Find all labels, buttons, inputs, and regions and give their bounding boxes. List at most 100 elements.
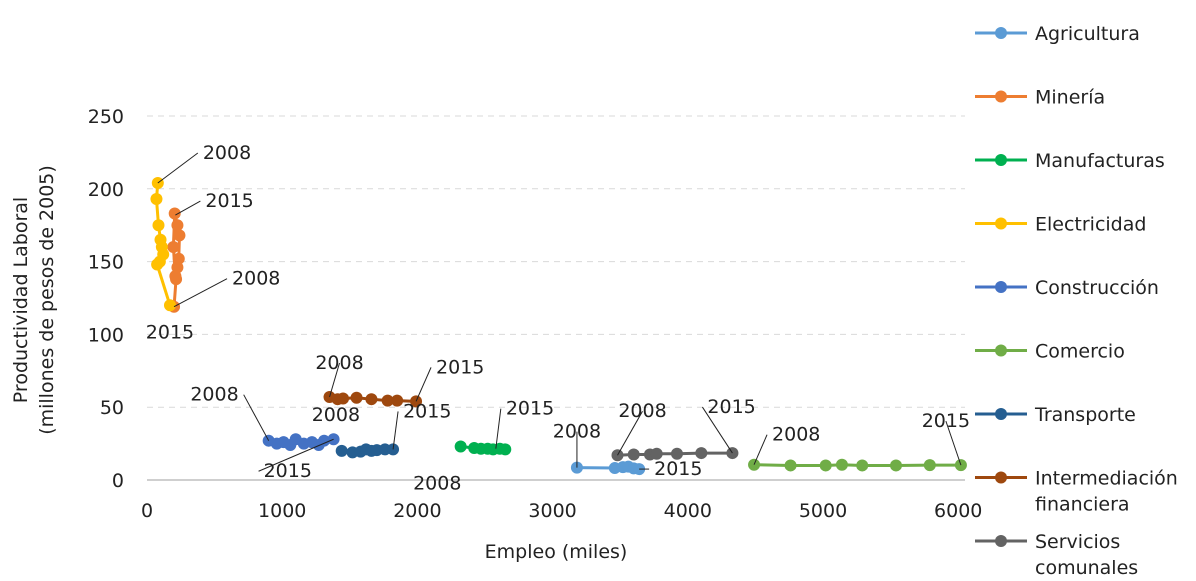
data-point [391,394,404,407]
data-point [172,252,185,265]
annotation-label: 2015 [506,398,554,420]
legend-swatch-marker [995,471,1007,484]
series-agricultura [570,460,646,476]
annotation-label: 2008 [553,421,601,443]
legend-swatch-marker [995,90,1007,103]
annotation-label: 2008 [190,384,238,406]
legend-swatch-marker [995,27,1007,39]
annotation-label: 2015 [922,410,970,432]
data-point [856,459,869,472]
data-point [171,219,184,232]
annotation-leader [173,278,228,308]
series-electricidad [150,176,176,312]
annotation-label: 2015 [264,460,312,482]
legend-label: Comercio [1035,341,1125,363]
data-point [835,458,848,471]
y-tick-label: 150 [88,252,124,274]
data-point [169,270,182,283]
annotation-label: 2015 [146,321,194,343]
annotation-label: 2008 [618,400,666,422]
data-point [499,443,512,456]
annotation-label: 2015 [205,190,253,212]
legend-item: Construcción [975,277,1159,299]
x-axis-title: Empleo (miles) [485,541,628,563]
annotation-leader [243,394,270,441]
data-point [335,444,348,457]
y-tick-label: 50 [100,397,124,419]
data-point [151,258,164,271]
legend-swatch-marker [995,344,1007,357]
annotation-label: 2015 [403,400,451,422]
annotation-leader [415,367,432,402]
x-axis-ticks: 0 1000 2000 3000 4000 5000 6000 [141,500,982,522]
annotation-leader [175,200,201,216]
legend: Agricultura Minería Manufacturas Electricid… [975,23,1178,579]
x-tick-label: 0 [141,500,153,522]
legend-label: Agricultura [1035,23,1140,45]
data-point [167,241,180,254]
legend-label-line: comunales [1035,557,1138,579]
data-point [365,393,378,406]
annotation-label: 2015 [654,458,702,480]
y-axis-title-line1: Productividad Laboral [10,197,32,403]
x-tick-label: 5000 [799,500,847,522]
series-minería [167,207,186,313]
legend-swatch-marker [995,535,1007,547]
annotation-label: 2008 [232,268,280,290]
annotation-leader [753,434,768,465]
series-servicios-comunales [611,447,739,462]
data-point [381,394,394,407]
legend-swatch-marker [995,154,1007,166]
data-point [819,459,832,472]
annotation-label: 2008 [772,424,820,446]
y-tick-label: 250 [88,106,124,128]
legend-item: Servicios comunales [975,531,1138,579]
x-tick-label: 1000 [258,500,306,522]
legend-item: Comercio [975,341,1125,363]
legend-label: Intermediación financiera [1035,468,1178,516]
data-point [670,447,683,460]
legend-item: Agricultura [975,23,1140,45]
legend-label: Electricidad [1035,214,1146,236]
data-point [890,459,903,472]
series-construcción [262,433,340,452]
y-tick-label: 0 [112,470,124,492]
series-transporte [335,443,400,459]
y-axis-title-line2: (millones de pesos de 2005) [36,165,58,435]
annotation-leader [701,406,733,454]
legend-label: Construcción [1035,277,1159,299]
series-comercio [748,458,967,472]
legend-swatch-marker [995,281,1007,293]
y-axis-ticks: 0 50 100 150 200 250 [88,106,124,492]
legend-label: Minería [1035,87,1105,109]
annotation-leader [495,408,502,449]
data-point [784,459,797,472]
legend-item: Minería [975,87,1105,109]
annotation-label: 2008 [203,142,251,164]
legend-label-line: Servicios [1035,531,1120,553]
legend-label-line: financiera [1035,494,1130,516]
annotation-leader [258,438,334,472]
annotation-label: 2008 [315,352,363,374]
data-point [650,447,663,460]
data-point [337,392,350,405]
data-point [923,459,936,472]
gridlines [147,115,965,408]
data-point [318,434,331,447]
series-manufacturas [454,440,512,456]
annotation-label: 2015 [436,356,484,378]
data-point [173,229,186,242]
x-tick-label: 4000 [664,500,712,522]
legend-label-line: Intermediación [1035,468,1178,490]
legend-label: Servicios comunales [1035,531,1138,579]
legend-item: Manufacturas [975,150,1165,172]
data-point [454,440,467,453]
data-point [168,207,181,220]
legend-label: Transporte [1034,404,1136,426]
x-tick-label: 3000 [528,500,576,522]
annotation-label: 2015 [707,396,755,418]
annotation-leader [329,362,340,398]
annotation-leader [157,152,199,184]
